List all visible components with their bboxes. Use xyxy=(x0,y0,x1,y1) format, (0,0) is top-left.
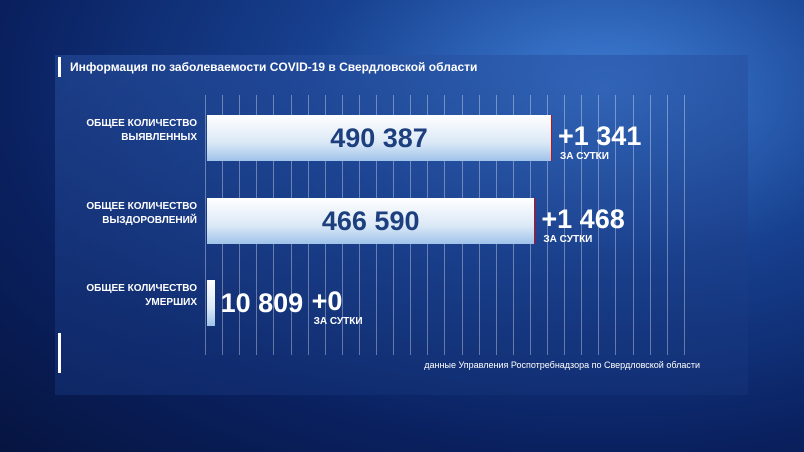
grid-line xyxy=(547,95,548,355)
grid-line xyxy=(649,95,651,355)
increment-bar xyxy=(534,198,536,244)
value-label: 466 590 xyxy=(321,206,420,236)
accent-bar xyxy=(58,57,61,77)
increment-label: +1 341 xyxy=(558,121,642,151)
increment-label: +1 468 xyxy=(541,204,625,234)
daily-caption: ЗА СУТКИ xyxy=(543,234,593,245)
chart-title: Информация по заболеваемости COVID-19 в … xyxy=(70,60,478,74)
grid-line xyxy=(615,95,617,355)
increment-label: +0 xyxy=(311,286,343,316)
source-note: данные Управления Роспотребнадзора по Св… xyxy=(424,360,700,370)
category-label: ОБЩЕЕ КОЛИЧЕСТВО УМЕРШИХ xyxy=(86,283,197,308)
increment-bar xyxy=(551,115,552,161)
daily-caption: ЗА СУТКИ xyxy=(313,316,363,327)
grid-line xyxy=(564,95,566,355)
grid-line xyxy=(598,95,600,355)
value-label: 10 809 xyxy=(220,288,304,318)
bar xyxy=(207,115,552,161)
grid-line xyxy=(581,95,583,355)
category-label: ОБЩЕЕ КОЛИЧЕСТВО ВЫЗДОРОВЛЕНИЙ xyxy=(86,201,197,226)
accent-bar xyxy=(58,333,61,373)
value-label: 490 387 xyxy=(330,123,428,153)
grid-line xyxy=(205,95,206,355)
daily-caption: ЗА СУТКИ xyxy=(560,151,609,162)
grid-line xyxy=(666,95,668,355)
category-label: ОБЩЕЕ КОЛИЧЕСТВО ВЫЯВЛЕННЫХ xyxy=(86,118,197,143)
bar xyxy=(207,198,535,244)
bar xyxy=(207,280,215,326)
grid-line xyxy=(683,95,685,355)
grid-line xyxy=(632,95,634,355)
